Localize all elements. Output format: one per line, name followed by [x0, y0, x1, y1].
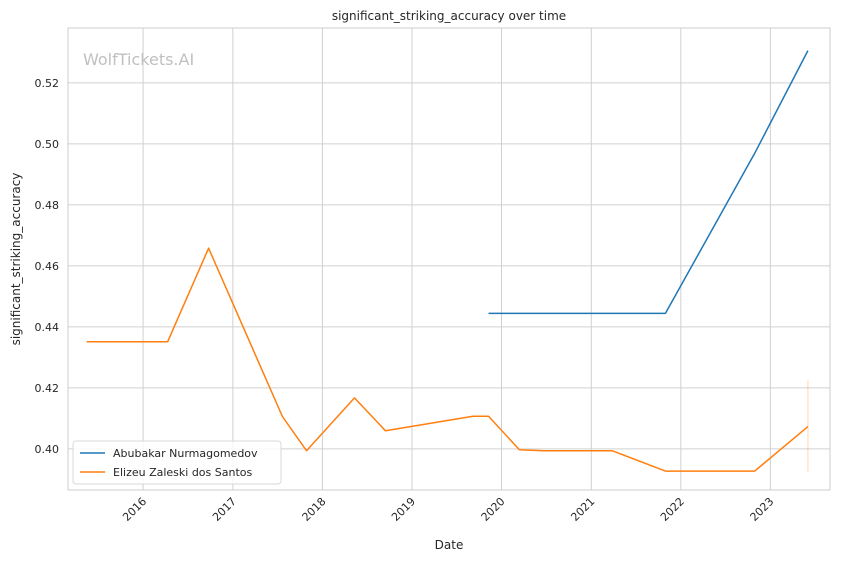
x-tick-label: 2016: [120, 495, 149, 524]
y-tick-label: 0.46: [35, 260, 60, 273]
y-axis-ticks: 0.40 0.42 0.44 0.46 0.48 0.50 0.52: [35, 77, 60, 456]
y-tick-label: 0.50: [35, 138, 60, 151]
y-tick-label: 0.52: [35, 77, 60, 90]
y-axis-title: significant_striking_accuracy: [9, 173, 23, 346]
y-tick-label: 0.42: [35, 382, 60, 395]
x-tick-label: 2019: [389, 495, 418, 524]
legend-box: [72, 440, 282, 485]
legend-label-elizeu: Elizeu Zaleski dos Santos: [113, 466, 253, 479]
x-tick-label: 2017: [210, 495, 239, 524]
legend-label-abubakar: Abubakar Nurmagomedov: [113, 447, 258, 460]
series-lines: [86, 50, 809, 472]
watermark: WolfTickets.AI: [83, 50, 194, 69]
x-tick-label: 2018: [300, 495, 329, 524]
x-tick-label: 2021: [568, 495, 597, 524]
x-axis-title: Date: [435, 538, 464, 552]
series-line-1: [86, 247, 809, 472]
legend: Abubakar Nurmagomedov Elizeu Zaleski dos…: [72, 440, 282, 485]
grid: [68, 28, 830, 490]
x-tick-label: 2023: [748, 495, 777, 524]
y-tick-label: 0.44: [35, 321, 60, 334]
series-line-0: [488, 50, 809, 315]
chart-title: significant_striking_accuracy over time: [332, 9, 566, 23]
x-tick-label: 2022: [658, 495, 687, 524]
plot-frame: [67, 27, 831, 491]
x-tick-label: 2020: [479, 495, 508, 524]
y-tick-label: 0.40: [35, 443, 60, 456]
y-tick-label: 0.48: [35, 199, 60, 212]
x-axis-ticks: 2016 2017 2018 2019 2020 2021 2022 2023: [120, 495, 776, 524]
